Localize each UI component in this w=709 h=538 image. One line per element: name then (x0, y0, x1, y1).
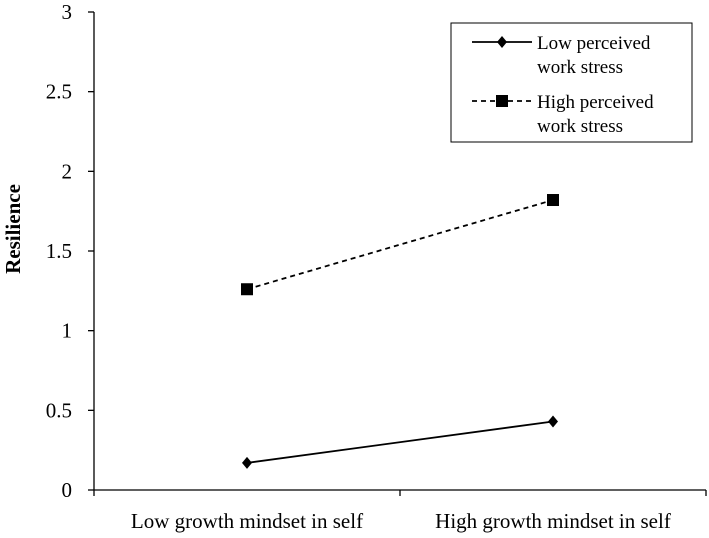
legend-label: Low perceived (537, 33, 651, 54)
x-axis-ticks: Low growth mindset in self High growth mi… (93, 490, 707, 533)
legend-label: work stress (537, 57, 623, 78)
series-low-stress (242, 415, 558, 469)
data-point-diamond (548, 415, 558, 428)
y-tick-label: 1.5 (46, 239, 72, 263)
y-axis-label: Resilience (1, 184, 25, 274)
y-tick-label: 0 (62, 478, 73, 502)
y-tick-label: 0.5 (46, 398, 72, 422)
legend: Low perceived work stress High perceived wo… (450, 22, 693, 143)
plot-area: 0 0.5 1 1.5 2 2.5 3 Low growth mindset in self… (46, 0, 707, 533)
y-axis-ticks: 0 0.5 1 1.5 2 2.5 3 (46, 0, 94, 502)
data-point-square (241, 283, 253, 296)
x-category-label: Low growth mindset in self (131, 509, 363, 533)
legend-marker-square (496, 95, 508, 107)
data-point-square (547, 194, 559, 207)
y-tick-label: 1 (62, 319, 73, 343)
y-tick-label: 3 (62, 0, 73, 24)
y-tick-label: 2.5 (46, 80, 72, 104)
series-high-stress (241, 194, 559, 296)
data-point-diamond (242, 456, 252, 469)
legend-label: High perceived (537, 92, 654, 113)
y-tick-label: 2 (62, 159, 73, 183)
legend-marker-diamond (497, 36, 507, 48)
series-line (246, 199, 554, 291)
series-layer (241, 194, 559, 469)
legend-item: High perceived work stress (472, 92, 654, 137)
series-line (246, 420, 554, 464)
legend-label: work stress (537, 116, 623, 137)
x-category-label: High growth mindset in self (435, 509, 671, 533)
legend-item: Low perceived work stress (472, 33, 651, 78)
